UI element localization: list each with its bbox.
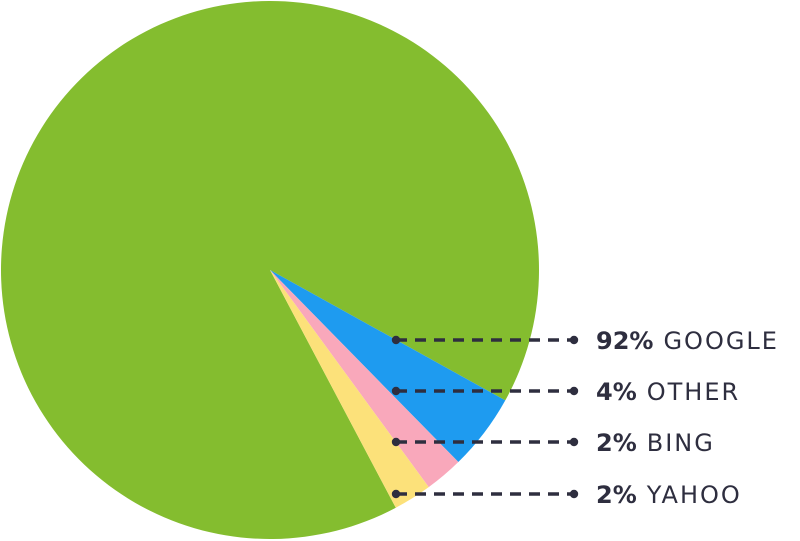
slice-name-other: OTHER bbox=[647, 378, 740, 406]
leader-lines bbox=[391, 335, 579, 499]
slice-percent-bing: 2% bbox=[596, 429, 637, 457]
slice-label-bing: 2% BING bbox=[596, 429, 715, 457]
leader-dot-end-google bbox=[569, 335, 579, 345]
leader-dot-end-yahoo bbox=[569, 489, 579, 499]
slice-percent-yahoo: 2% bbox=[596, 481, 637, 509]
slice-name-google: GOOGLE bbox=[663, 327, 779, 355]
slice-name-yahoo: YAHOO bbox=[646, 481, 742, 509]
slice-label-yahoo: 2% YAHOO bbox=[596, 481, 742, 509]
slice-yahoo bbox=[270, 270, 429, 508]
slice-name-bing: BING bbox=[647, 429, 715, 457]
leader-dot-end-bing bbox=[569, 437, 579, 447]
slice-labels: 92% GOOGLE 4% OTHER 2% BING 2% YAHOO bbox=[596, 327, 779, 509]
slice-bing bbox=[270, 270, 459, 488]
pie-slices bbox=[0, 1, 540, 539]
leader-dot-end-other bbox=[569, 386, 579, 396]
slice-percent-other: 4% bbox=[596, 378, 637, 406]
slice-label-google: 92% GOOGLE bbox=[596, 327, 779, 355]
slice-label-other: 4% OTHER bbox=[596, 378, 740, 406]
slice-percent-google: 92% bbox=[596, 327, 653, 355]
slice-other bbox=[270, 270, 506, 463]
slice-google bbox=[0, 1, 540, 539]
